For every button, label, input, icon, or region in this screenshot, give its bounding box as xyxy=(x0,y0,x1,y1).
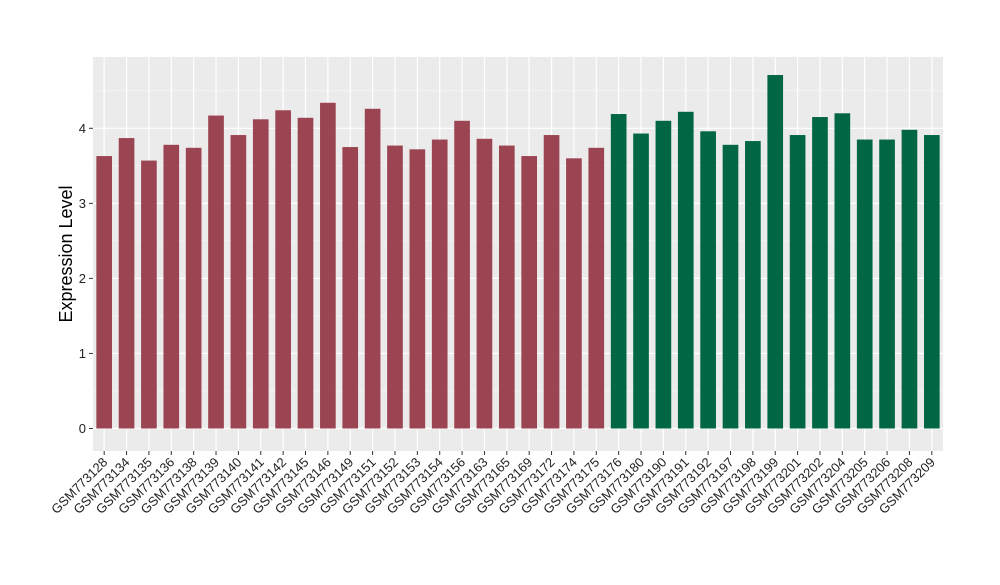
x-axis: GSM773128GSM773134GSM773135GSM773136GSM7… xyxy=(48,451,938,517)
bar-GSM773140 xyxy=(230,135,247,429)
y-tick-label: 2 xyxy=(79,271,86,286)
bar-GSM773209 xyxy=(923,135,940,429)
bar-GSM773165 xyxy=(498,145,515,429)
bar-GSM773169 xyxy=(521,156,538,429)
bar-GSM773136 xyxy=(163,144,180,429)
bar-GSM773191 xyxy=(677,111,694,429)
bar-GSM773208 xyxy=(901,129,918,429)
bar-GSM773154 xyxy=(431,139,448,429)
y-tick-label: 0 xyxy=(79,421,86,436)
bar-GSM773190 xyxy=(655,120,672,429)
y-tick-label: 3 xyxy=(79,196,86,211)
bar-GSM773152 xyxy=(387,145,403,429)
bar-GSM773151 xyxy=(364,108,381,429)
bar-GSM773205 xyxy=(856,139,873,429)
bar-GSM773199 xyxy=(767,75,784,429)
bar-GSM773198 xyxy=(745,141,761,429)
bar-GSM773202 xyxy=(812,117,828,429)
y-axis: 0 1 2 3 4 xyxy=(79,121,93,436)
bar-GSM773192 xyxy=(700,131,716,429)
bar-GSM773163 xyxy=(476,138,493,429)
bar-GSM773153 xyxy=(409,149,426,429)
bar-GSM773145 xyxy=(297,117,314,429)
bar-GSM773142 xyxy=(275,110,291,429)
bars xyxy=(96,75,940,429)
bar-GSM773180 xyxy=(633,133,649,429)
bar-GSM773134 xyxy=(118,138,135,429)
bar-GSM773135 xyxy=(141,160,157,429)
bar-GSM773146 xyxy=(320,102,336,429)
bar-GSM773197 xyxy=(722,144,739,429)
bar-GSM773206 xyxy=(879,139,895,429)
bar-GSM773138 xyxy=(185,147,202,429)
bar-GSM773174 xyxy=(566,158,582,429)
bar-GSM773175 xyxy=(588,147,605,429)
bar-GSM773149 xyxy=(342,147,359,429)
y-tick-label: 4 xyxy=(79,121,86,136)
bar-GSM773172 xyxy=(543,135,560,429)
bar-GSM773141 xyxy=(252,119,269,429)
bar-GSM773139 xyxy=(208,115,224,429)
bar-GSM773156 xyxy=(454,120,470,429)
y-axis-title: Expression Level xyxy=(56,185,76,322)
bar-GSM773201 xyxy=(789,135,806,429)
bar-GSM773128 xyxy=(96,156,113,429)
bar-GSM773176 xyxy=(610,114,627,429)
bar-GSM773204 xyxy=(834,113,851,429)
y-tick-label: 1 xyxy=(79,346,86,361)
